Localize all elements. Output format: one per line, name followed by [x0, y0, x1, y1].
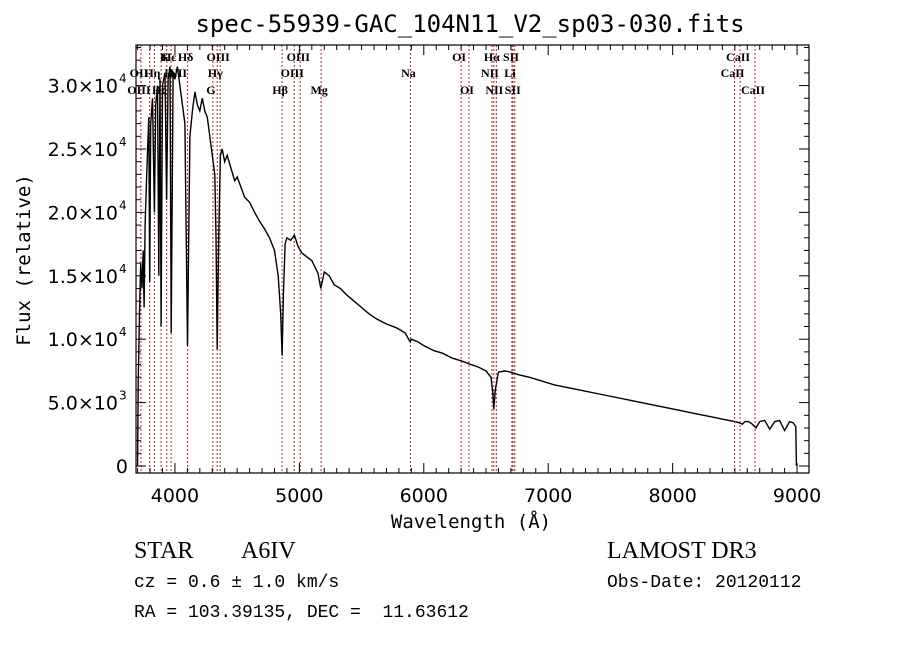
coordinates: RA = 103.39135, DEC = 11.63612	[134, 603, 469, 623]
object-subclass: A6IV	[241, 538, 296, 564]
line-label: OIII	[281, 66, 305, 80]
line-label: OI	[460, 83, 474, 97]
line-label: OI	[452, 50, 466, 64]
line-label: SII	[503, 50, 519, 64]
line-label: SII	[505, 83, 521, 97]
y-tick-label: 3.0×10	[48, 76, 118, 98]
line-label: Li	[504, 66, 516, 80]
line-label: Hε	[162, 50, 176, 64]
y-tick-exponent: 4	[119, 198, 127, 212]
line-label: NII	[481, 66, 499, 80]
y-tick-label: 5.0×10	[48, 393, 118, 415]
object-class: STAR	[134, 538, 194, 564]
line-label: Hη	[144, 66, 160, 80]
line-label: Hβ	[272, 83, 288, 97]
y-axis-label: Flux (relative)	[13, 174, 35, 346]
line-label: K	[160, 50, 170, 64]
line-label: OIII	[206, 50, 230, 64]
line-label: OIII	[287, 50, 311, 64]
line-label: Hα	[484, 50, 500, 64]
plot-frame	[135, 44, 810, 474]
x-tick-label: 7000	[524, 485, 572, 507]
x-tick-label: 6000	[400, 485, 448, 507]
line-label: CaII	[726, 50, 750, 64]
y-tick-label: 1.0×10	[48, 329, 118, 351]
line-label: G	[206, 83, 215, 97]
y-tick-exponent: 4	[119, 135, 127, 149]
survey-name: LAMOST DR3	[607, 538, 757, 564]
x-tick-label: 4000	[151, 485, 199, 507]
x-axis-ticks: 4000 5000 6000 7000 8000 9000	[137, 45, 821, 507]
spectrum-line	[136, 66, 798, 467]
x-tick-label: 9000	[773, 485, 821, 507]
spectral-line-markers	[140, 45, 756, 473]
line-label: OIII	[127, 83, 151, 97]
line-label: NII	[485, 83, 503, 97]
y-tick-exponent: 3	[119, 389, 127, 403]
y-tick-exponent: 4	[119, 325, 127, 339]
x-tick-label: 8000	[648, 485, 696, 507]
y-tick-exponent: 4	[119, 262, 127, 276]
line-label: Mg	[310, 83, 327, 97]
chart-title: spec-55939-GAC_104N11_V2_sp03-030.fits	[195, 10, 744, 38]
y-tick-label: 2.5×10	[48, 139, 118, 161]
line-label: Hγ	[208, 66, 223, 80]
line-label: Hδ	[178, 50, 194, 64]
line-label: CaII	[741, 83, 765, 97]
x-tick-label: 5000	[275, 485, 323, 507]
y-tick-label: 1.5×10	[48, 266, 118, 288]
line-label: Na	[401, 66, 416, 80]
y-tick-label: 0	[116, 456, 128, 478]
line-label: CaII	[721, 66, 745, 80]
redshift-text: cz = 0.6 ± 1.0 km/s	[134, 573, 340, 593]
y-axis-ticks: 05.0×10 31.0×10 41.5×10 42.0×10 42.5×10 43.0×…	[48, 47, 809, 478]
y-tick-exponent: 4	[119, 72, 127, 86]
obs-date: Obs-Date: 20120112	[607, 573, 802, 593]
y-tick-label: 2.0×10	[48, 202, 118, 224]
x-axis-label: Wavelength (Å)	[391, 510, 551, 533]
